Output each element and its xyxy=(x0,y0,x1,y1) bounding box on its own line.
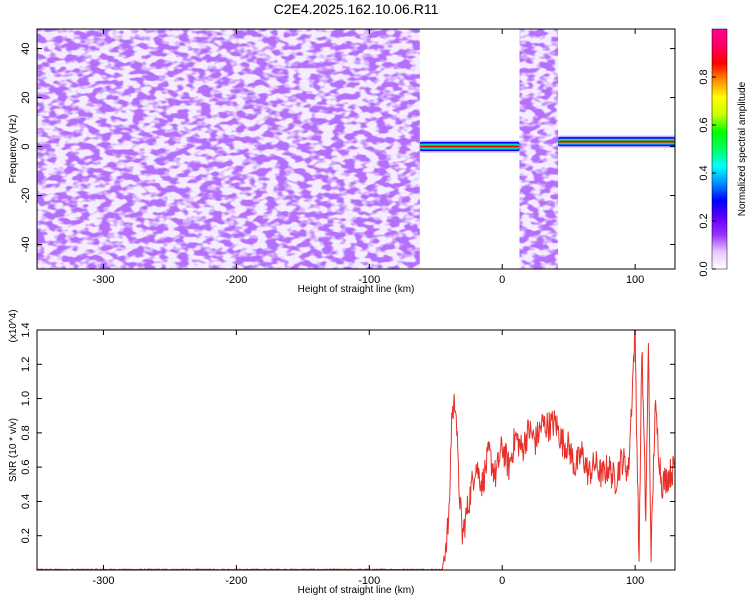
colorbar-tick-label: 0.8 xyxy=(698,69,710,84)
signal-band-3 xyxy=(558,135,675,148)
colorbar-gradient xyxy=(711,28,728,270)
spectrogram-y-tick-label: 20 xyxy=(20,91,32,103)
spectrogram-y-tick-label: -40 xyxy=(20,237,32,253)
spectrogram-x-tick-label: -300 xyxy=(92,274,114,286)
spectrogram-y-tick-label: -20 xyxy=(20,188,32,204)
colorbar-tick-label: 0.4 xyxy=(698,165,710,180)
colorbar-tick-label: 0.6 xyxy=(698,117,710,132)
snr-y-tick-label: 0.6 xyxy=(20,459,32,474)
colorbar: 0.0 0.2 0.4 0.6 0.8 Normalized spectral ampl… xyxy=(698,28,748,277)
spectrogram-x-tick-label: 100 xyxy=(626,274,644,286)
colorbar-tick-label: 0.2 xyxy=(698,213,710,228)
snr-x-axis-label: Height of straight line (km) xyxy=(298,585,415,596)
snr-y-tick-label: 1.2 xyxy=(20,357,32,372)
noise-speckle-0 xyxy=(37,29,420,269)
noise-speckle-2 xyxy=(519,29,559,269)
snr-y-tick-label: 1.0 xyxy=(20,391,32,406)
snr-y-tick-label: 0.2 xyxy=(20,528,32,543)
spectrogram-y-tick-label: 0 xyxy=(20,143,32,149)
colorbar-tick-label: 0.0 xyxy=(698,261,710,276)
snr-x-tick-label: -300 xyxy=(92,575,114,587)
colorbar-label: Normalized spectral amplitude xyxy=(737,81,748,216)
spectrogram-x-tick-label: -100 xyxy=(358,274,380,286)
snr-multiplier-label: (x10^4) xyxy=(8,309,19,342)
snr-panel: -300 -200 -100 0 100 0.2 0.4 0.6 0.8 1.0 1.2 1.4 H… xyxy=(8,309,676,596)
heatmap-regions xyxy=(37,29,675,269)
snr-x-ticks: -300 -200 -100 0 100 xyxy=(92,330,644,587)
spectrogram-y-axis-label: Frequency (Hz) xyxy=(8,115,19,184)
figure-title: C2E4.2025.162.10.06.R11 xyxy=(274,1,439,17)
snr-frame xyxy=(36,329,676,571)
snr-y-tick-label: 0.4 xyxy=(20,494,32,509)
snr-x-tick-label: 100 xyxy=(626,575,644,587)
snr-x-tick-label: -100 xyxy=(358,575,380,587)
snr-x-tick-label: -200 xyxy=(225,575,247,587)
snr-y-ticks: 0.2 0.4 0.6 0.8 1.0 1.2 1.4 xyxy=(20,322,675,543)
spectrogram-x-tick-label: 0 xyxy=(499,274,505,286)
spectrogram-y-tick-label: 40 xyxy=(20,42,32,54)
signal-band-1 xyxy=(419,140,520,153)
spectrogram-frame xyxy=(36,28,676,270)
snr-y-tick-label: 1.4 xyxy=(20,322,32,337)
snr-x-tick-label: 0 xyxy=(499,575,505,587)
snr-y-tick-label: 0.8 xyxy=(20,425,32,440)
spectrogram-x-tick-label: -200 xyxy=(225,274,247,286)
spectrogram-x-axis-label: Height of straight line (km) xyxy=(298,284,415,295)
spectrogram-x-ticks: -300 -200 -100 0 100 xyxy=(92,29,644,286)
spectrogram-y-ticks: -40 -20 0 20 40 xyxy=(20,42,675,252)
snr-y-axis-label: SNR (10 * v/v) xyxy=(8,418,19,482)
colorbar-ticks: 0.0 0.2 0.4 0.6 0.8 xyxy=(698,69,716,277)
